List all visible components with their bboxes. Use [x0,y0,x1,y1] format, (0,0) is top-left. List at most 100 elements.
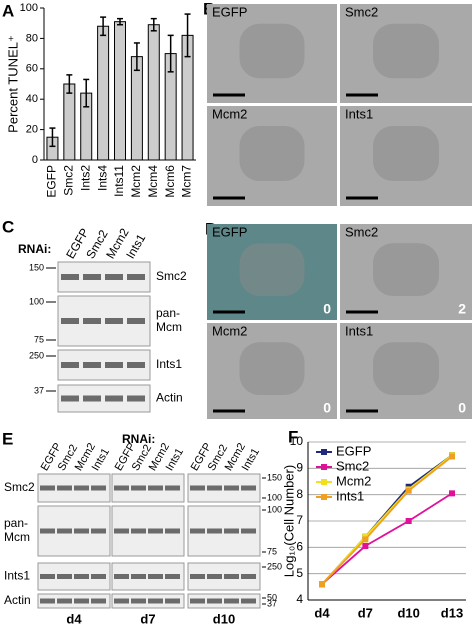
image-label: Smc2 [345,224,378,239]
band [190,485,205,491]
line [321,492,453,585]
band [83,395,101,402]
y-tick-label: 9 [296,461,303,475]
point [449,453,455,460]
band [165,574,180,579]
x-tick-label: d10 [397,605,419,620]
image-label: Smc2 [345,4,378,19]
band [74,528,89,534]
band [148,528,163,534]
band [83,362,101,368]
mw-marker: 50 [267,592,277,602]
line [321,455,453,585]
band [57,574,72,579]
band [114,574,129,579]
micrograph-texture [239,243,305,296]
band [224,598,239,604]
bar [114,21,126,161]
band [83,318,101,324]
band [241,528,256,534]
mw-marker: 100 [267,492,282,502]
mw-marker: 100 [29,296,44,306]
band [131,528,146,534]
x-tick-label: Mcm7 [180,165,194,198]
timepoint-label: d7 [140,611,155,626]
micrograph-texture [239,126,305,181]
timepoint-label: d4 [66,611,82,626]
band [148,598,163,604]
band [61,362,79,368]
x-tick-label: d13 [441,605,463,620]
legend-marker [321,494,327,500]
y-tick-label: 6 [296,540,303,554]
bar [130,56,143,161]
legend-label: Mcm2 [336,473,371,488]
band [40,574,55,579]
band [74,485,89,491]
x-tick-label: Mcm6 [163,165,177,198]
protein-label: Mcm [156,320,182,334]
x-tick-label: Ints4 [95,165,109,191]
band [190,528,205,534]
band [190,598,205,604]
y-tick-label: 5 [296,566,303,580]
count-label: 0 [323,400,331,416]
band [91,598,106,604]
y-tick-label: 60 [26,63,38,75]
legend-label: Smc2 [336,458,369,473]
band [91,528,106,534]
bar [63,83,76,161]
y-tick-label: 0 [32,154,38,166]
mw-marker: 75 [34,334,44,344]
x-tick-label: Ints11 [112,165,126,197]
band [91,574,106,579]
mw-marker: 150 [267,472,282,482]
band [61,274,79,280]
band [131,598,146,604]
mw-marker: 37 [267,598,277,608]
mw-marker: 75 [267,546,277,556]
mw-marker: 250 [267,561,282,571]
band [241,598,256,604]
panel-label: E [2,429,13,448]
band [57,485,72,491]
point [362,543,369,550]
protein-label: pan- [156,306,180,320]
y-tick-label: 4 [296,592,303,606]
band [83,274,101,280]
band [207,598,222,604]
band [74,598,89,604]
band [224,485,239,491]
legend-marker [321,479,327,485]
micrograph-texture [239,342,305,395]
band [165,598,180,604]
y-axis-label: Percent TUNEL⁺ [5,35,20,133]
band [105,318,123,324]
bar [147,24,160,161]
band [57,598,72,604]
protein-label: pan- [4,516,28,530]
band [165,485,180,491]
count-label: 0 [323,301,331,317]
y-tick-label: 7 [296,513,303,527]
band [127,395,145,402]
band [165,528,180,534]
protein-label: Actin [4,593,31,607]
protein-label: Ints1 [4,569,30,583]
micrograph-texture [239,23,305,79]
band [105,395,123,402]
band [61,318,79,324]
y-tick-label: 8 [296,487,303,501]
rnai-label: RNAi: [122,432,155,446]
image-label: Ints1 [345,323,373,338]
count-label: 2 [458,301,466,317]
band [127,318,145,324]
band [207,485,222,491]
x-tick-label: Mcm4 [146,165,160,198]
bar [97,25,110,161]
band [114,528,129,534]
band [148,485,163,491]
panel-label: F [288,427,298,446]
mw-marker: 100 [267,504,282,514]
